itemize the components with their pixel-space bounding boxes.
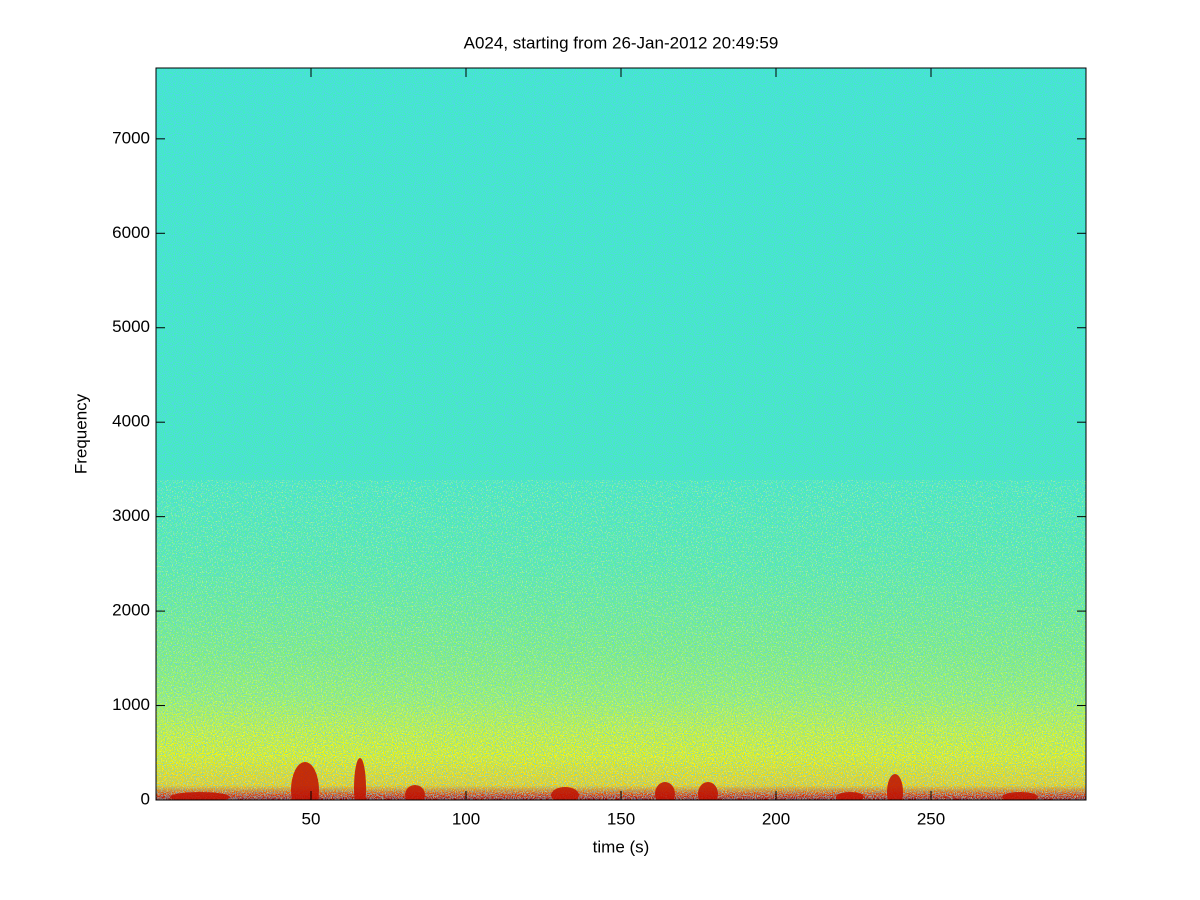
x-tick-label: 100 xyxy=(452,809,480,828)
spectrogram-image xyxy=(156,68,1086,800)
y-tick-label: 0 xyxy=(141,789,150,808)
y-tick-label: 7000 xyxy=(112,128,150,147)
x-tick-label: 50 xyxy=(302,809,321,828)
y-tick-label: 3000 xyxy=(112,506,150,525)
x-tick-label: 200 xyxy=(762,809,790,828)
x-tick-label: 250 xyxy=(917,809,945,828)
x-axis-label: time (s) xyxy=(593,837,650,856)
y-tick-label: 6000 xyxy=(112,223,150,242)
y-tick-label: 5000 xyxy=(112,317,150,336)
y-tick-label: 1000 xyxy=(112,695,150,714)
chart-title: A024, starting from 26-Jan-2012 20:49:59 xyxy=(464,33,779,52)
y-tick-label: 2000 xyxy=(112,601,150,620)
y-axis-label: Frequency xyxy=(71,393,90,474)
x-tick-label: 150 xyxy=(607,809,635,828)
low-frequency-energy xyxy=(170,758,1038,800)
spectrogram-noise xyxy=(156,480,1086,800)
y-tick-label: 4000 xyxy=(112,412,150,431)
